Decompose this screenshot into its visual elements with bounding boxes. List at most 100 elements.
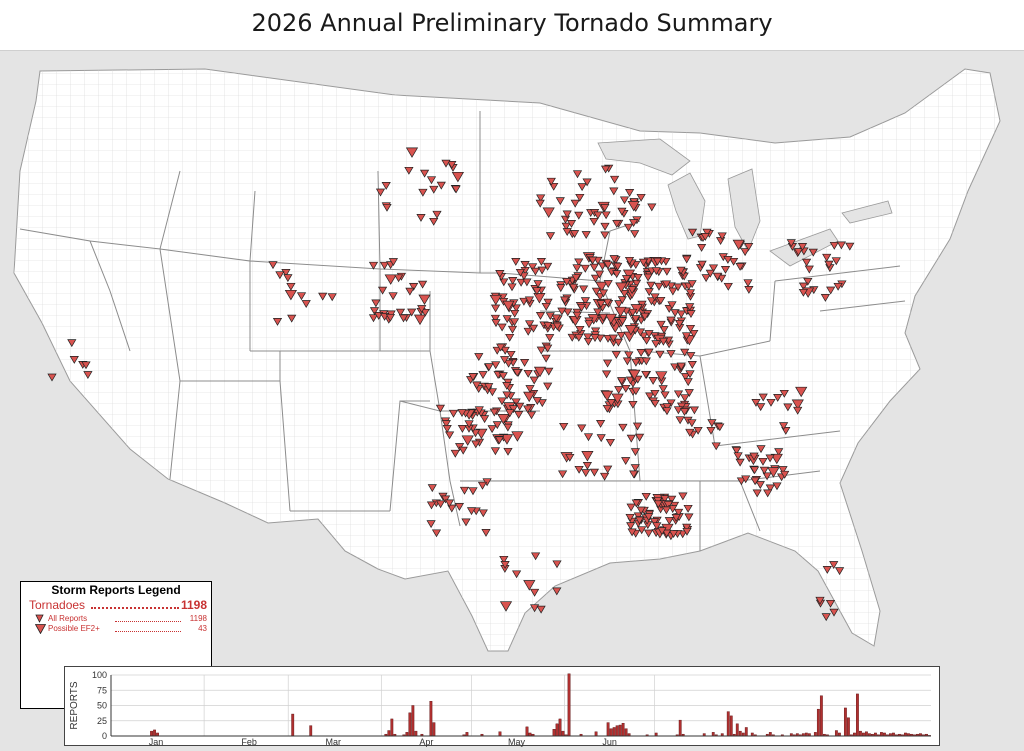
tornado-marker[interactable]: [427, 484, 437, 493]
tornado-marker[interactable]: [621, 275, 632, 283]
tornado-marker[interactable]: [693, 426, 703, 435]
tornado-marker[interactable]: [418, 188, 428, 197]
tornado-marker[interactable]: [650, 399, 660, 408]
tornado-marker[interactable]: [634, 516, 645, 525]
tornado-marker[interactable]: [474, 406, 484, 415]
tornado-marker[interactable]: [733, 452, 743, 461]
tornado-marker[interactable]: [654, 282, 664, 291]
tornado-marker[interactable]: [668, 530, 679, 538]
tornado-marker[interactable]: [588, 256, 598, 265]
tornado-marker[interactable]: [640, 312, 650, 321]
tornado-marker[interactable]: [426, 520, 436, 529]
tornado-marker[interactable]: [602, 404, 612, 413]
tornado-marker[interactable]: [626, 522, 636, 531]
tornado-marker[interactable]: [652, 257, 663, 266]
tornado-marker[interactable]: [368, 314, 379, 323]
tornado-marker[interactable]: [499, 356, 510, 364]
tornado-marker[interactable]: [644, 288, 654, 297]
tornado-marker[interactable]: [647, 203, 657, 212]
tornado-marker[interactable]: [512, 369, 522, 377]
tornado-marker[interactable]: [744, 243, 754, 251]
tornado-marker[interactable]: [641, 492, 651, 501]
tornado-marker[interactable]: [407, 308, 417, 317]
tornado-marker[interactable]: [502, 391, 512, 400]
tornado-marker[interactable]: [636, 506, 646, 515]
tornado-marker[interactable]: [583, 337, 594, 346]
tornado-marker[interactable]: [614, 300, 624, 309]
tornado-marker[interactable]: [532, 287, 542, 296]
tornado-marker[interactable]: [371, 299, 381, 308]
tornado-marker[interactable]: [680, 373, 691, 381]
tornado-marker[interactable]: [503, 359, 514, 368]
tornado-marker[interactable]: [377, 286, 388, 295]
tornado-marker[interactable]: [499, 278, 509, 287]
tornado-marker[interactable]: [523, 369, 533, 378]
tornado-marker[interactable]: [497, 397, 507, 406]
tornado-marker[interactable]: [83, 371, 93, 379]
tornado-marker[interactable]: [609, 255, 619, 263]
tornado-marker[interactable]: [650, 389, 660, 398]
tornado-marker[interactable]: [440, 495, 451, 504]
tornado-marker[interactable]: [461, 518, 471, 527]
tornado-marker[interactable]: [645, 392, 655, 401]
tornado-marker[interactable]: [379, 261, 390, 270]
tornado-marker[interactable]: [778, 422, 789, 431]
tornado-marker[interactable]: [767, 467, 780, 478]
tornado-marker[interactable]: [629, 470, 639, 479]
tornado-marker[interactable]: [574, 465, 584, 474]
tornado-marker[interactable]: [836, 241, 847, 250]
tornado-marker[interactable]: [732, 239, 745, 251]
tornado-marker[interactable]: [418, 294, 431, 305]
tornado-marker[interactable]: [663, 501, 673, 510]
tornado-marker[interactable]: [622, 269, 636, 281]
tornado-marker[interactable]: [419, 169, 430, 178]
tornado-marker[interactable]: [563, 308, 573, 317]
tornado-marker[interactable]: [662, 403, 672, 412]
tornado-marker[interactable]: [682, 255, 692, 264]
tornado-marker[interactable]: [393, 274, 404, 283]
tornado-marker[interactable]: [624, 325, 638, 336]
tornado-marker[interactable]: [499, 601, 513, 612]
tornado-marker[interactable]: [435, 404, 446, 413]
tornado-marker[interactable]: [477, 481, 488, 490]
tornado-marker[interactable]: [590, 327, 601, 336]
tornado-marker[interactable]: [404, 166, 414, 175]
tornado-marker[interactable]: [466, 507, 477, 516]
tornado-marker[interactable]: [736, 477, 747, 486]
tornado-marker[interactable]: [491, 319, 501, 328]
tornado-marker[interactable]: [683, 378, 693, 387]
tornado-marker[interactable]: [595, 420, 606, 428]
tornado-marker[interactable]: [583, 333, 593, 342]
tornado-marker[interactable]: [527, 263, 538, 272]
tornado-marker[interactable]: [525, 385, 535, 393]
tornado-marker[interactable]: [603, 261, 613, 270]
tornado-marker[interactable]: [529, 588, 540, 597]
tornado-marker[interactable]: [318, 292, 328, 301]
tornado-marker[interactable]: [511, 570, 522, 579]
tornado-marker[interactable]: [385, 313, 396, 322]
tornado-marker[interactable]: [820, 294, 831, 302]
tornado-marker[interactable]: [653, 500, 663, 509]
tornado-marker[interactable]: [552, 322, 562, 331]
tornado-marker[interactable]: [571, 274, 581, 283]
tornado-marker[interactable]: [444, 499, 455, 508]
tornado-marker[interactable]: [681, 332, 692, 341]
tornado-marker[interactable]: [552, 587, 562, 596]
tornado-marker[interactable]: [825, 599, 836, 608]
tornado-marker[interactable]: [591, 287, 602, 296]
tornado-marker[interactable]: [826, 286, 836, 295]
tornado-marker[interactable]: [596, 434, 606, 443]
tornado-marker[interactable]: [778, 466, 788, 474]
tornado-marker[interactable]: [602, 359, 613, 368]
tornado-marker[interactable]: [552, 560, 562, 569]
tornado-marker[interactable]: [560, 296, 570, 305]
tornado-marker[interactable]: [630, 464, 640, 473]
tornado-marker[interactable]: [523, 327, 533, 336]
tornado-marker[interactable]: [507, 325, 518, 334]
tornado-marker[interactable]: [651, 267, 661, 276]
tornado-marker[interactable]: [687, 361, 697, 369]
tornado-marker[interactable]: [795, 386, 808, 398]
tornado-marker[interactable]: [536, 605, 546, 614]
tornado-marker[interactable]: [598, 289, 609, 298]
tornado-marker[interactable]: [565, 453, 575, 462]
